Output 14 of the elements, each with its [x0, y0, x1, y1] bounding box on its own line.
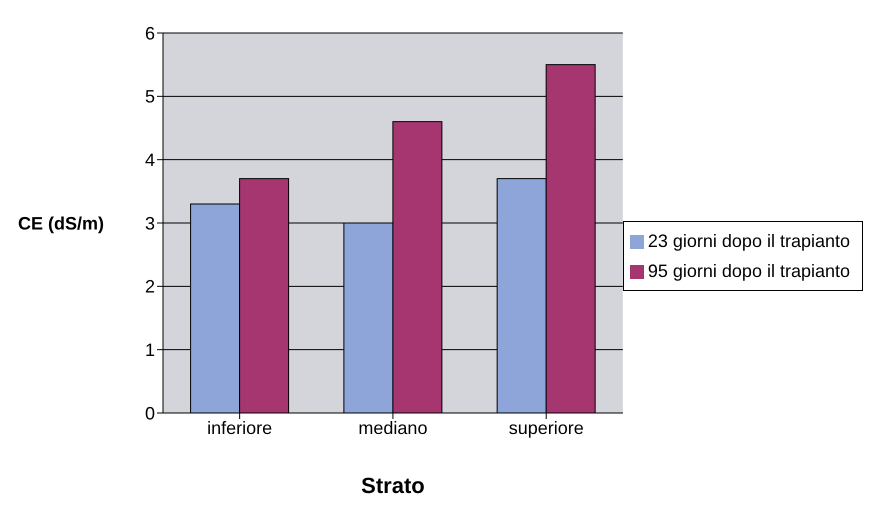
y-tick-label: 2: [144, 276, 155, 297]
y-axis-title: CE (dS/m): [18, 213, 104, 234]
y-tick-label: 0: [144, 403, 155, 424]
y-tick-label: 6: [144, 23, 155, 44]
y-tick-label: 3: [144, 213, 155, 234]
x-axis-title: Strato: [361, 473, 425, 498]
legend-label: 23 giorni dopo il trapianto: [648, 230, 850, 250]
legend-label: 95 giorni dopo il trapianto: [648, 260, 850, 280]
y-tick-label: 5: [144, 86, 155, 107]
x-tick-label: inferiore: [207, 418, 272, 438]
y-tick-label: 4: [144, 150, 155, 170]
x-tick-label: superiore: [508, 418, 584, 438]
y-tick-label: 1: [144, 340, 155, 360]
x-tick-label: mediano: [358, 418, 428, 438]
